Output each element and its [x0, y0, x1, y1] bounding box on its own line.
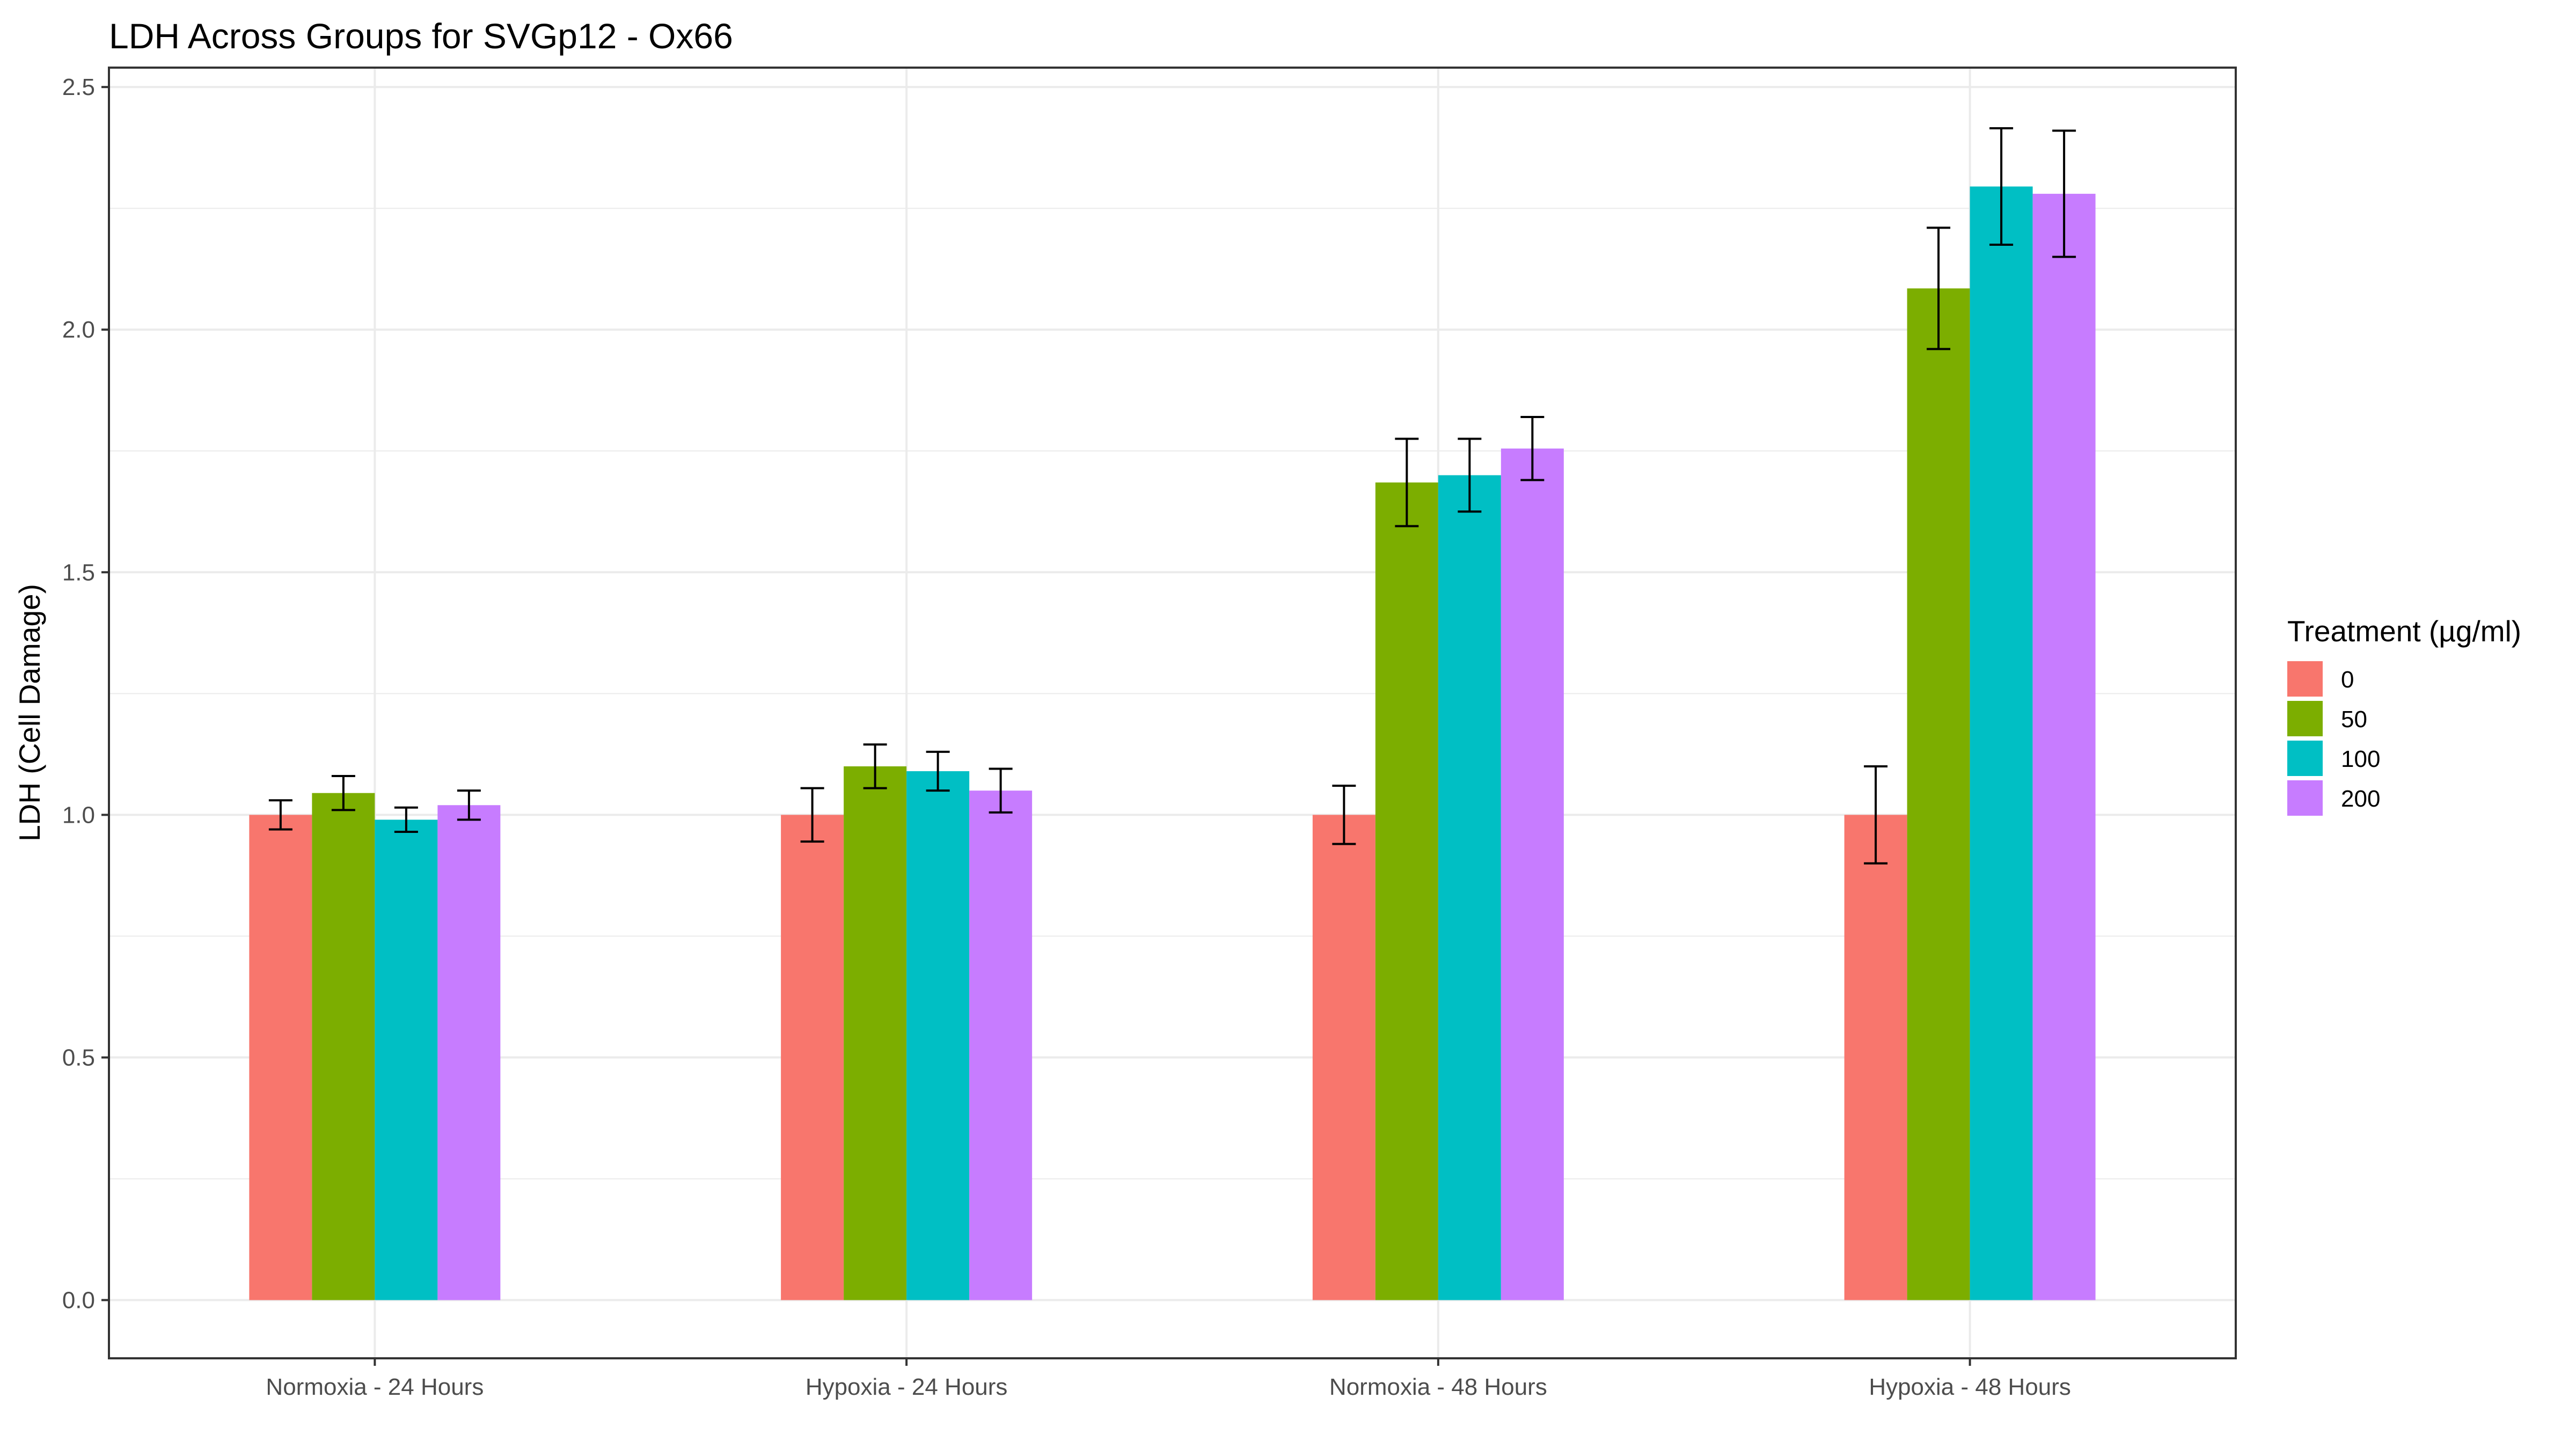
x-tick-label: Normoxia - 24 Hours [266, 1374, 484, 1400]
bar [312, 793, 375, 1300]
bar [1312, 815, 1375, 1300]
y-axis: 0.0 0.5 1.0 1.5 2.0 2.5 [62, 74, 109, 1314]
y-tick-label: 2.0 [62, 317, 95, 343]
bar [969, 791, 1033, 1300]
y-axis-label: LDH (Cell Damage) [13, 584, 46, 841]
bar [249, 815, 312, 1300]
y-tick-label: 0.0 [62, 1287, 95, 1314]
legend-label: 0 [2341, 667, 2354, 693]
legend: Treatment (µg/ml) 0 50 100 200 [2287, 614, 2521, 816]
error-bars-group [268, 127, 2076, 865]
legend-label: 200 [2341, 786, 2380, 812]
bar [1438, 475, 1501, 1300]
legend-items: 0 50 100 200 [2287, 661, 2380, 816]
legend-title: Treatment (µg/ml) [2287, 614, 2521, 648]
y-tick-label: 2.5 [62, 74, 95, 100]
x-tick-label: Hypoxia - 48 Hours [1869, 1374, 2071, 1400]
bar [906, 771, 970, 1300]
x-axis: Normoxia - 24 Hours Hypoxia - 24 Hours Nor… [266, 1358, 2071, 1400]
bar [437, 805, 501, 1300]
bar [1375, 482, 1438, 1300]
chart-title: LDH Across Groups for SVGp12 - Ox66 [109, 16, 733, 56]
x-tick-label: Normoxia - 48 Hours [1329, 1374, 1547, 1400]
bars-group [249, 186, 2096, 1300]
legend-key [2287, 661, 2323, 697]
bar [844, 766, 907, 1300]
bar [1501, 448, 1564, 1300]
bar [1907, 288, 1970, 1300]
y-tick-label: 1.0 [62, 802, 95, 828]
legend-key [2287, 741, 2323, 776]
legend-label: 100 [2341, 746, 2380, 772]
plot-border [108, 67, 2237, 1359]
y-tick-label: 0.5 [62, 1044, 95, 1071]
legend-label: 50 [2341, 706, 2367, 733]
bar [375, 819, 438, 1300]
bar [1844, 815, 1907, 1300]
y-tick-label: 1.5 [62, 559, 95, 586]
x-tick-label: Hypoxia - 24 Hours [806, 1374, 1008, 1400]
bar [1970, 186, 2033, 1300]
legend-key [2287, 701, 2323, 736]
bar [2032, 194, 2096, 1300]
bar [781, 815, 844, 1300]
legend-key [2287, 780, 2323, 816]
